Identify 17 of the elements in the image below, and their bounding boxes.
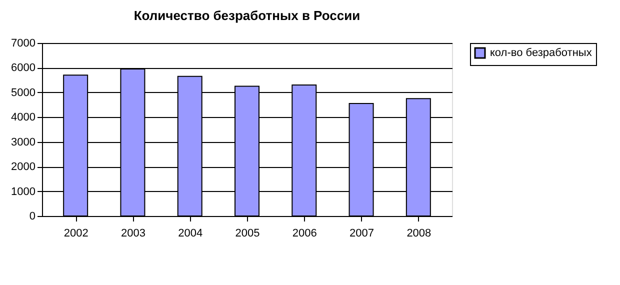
y-tick-label: 2000: [11, 161, 36, 174]
x-tick-label: 2003: [120, 228, 146, 240]
x-tick-label: 2007: [350, 228, 374, 240]
y-tick-label: 4000: [11, 112, 36, 124]
x-tick-label: 2006: [292, 228, 317, 240]
x-tick-label: 2002: [64, 228, 88, 240]
x-tick-label: 2008: [406, 228, 432, 240]
x-tick-label: 2005: [235, 228, 260, 240]
chart-title: Количество безработных в России: [134, 8, 360, 23]
y-tick-label: 0: [29, 210, 36, 222]
y-tick-label: 6000: [11, 62, 36, 74]
y-tick-label: 5000: [11, 86, 36, 99]
y-tick-label: 3000: [11, 136, 36, 148]
y-tick-label: 1000: [11, 186, 36, 198]
y-tick-label: 7000: [11, 38, 36, 50]
x-tick-label: 2004: [178, 228, 203, 240]
legend-label: кол-во безработных: [490, 47, 592, 59]
